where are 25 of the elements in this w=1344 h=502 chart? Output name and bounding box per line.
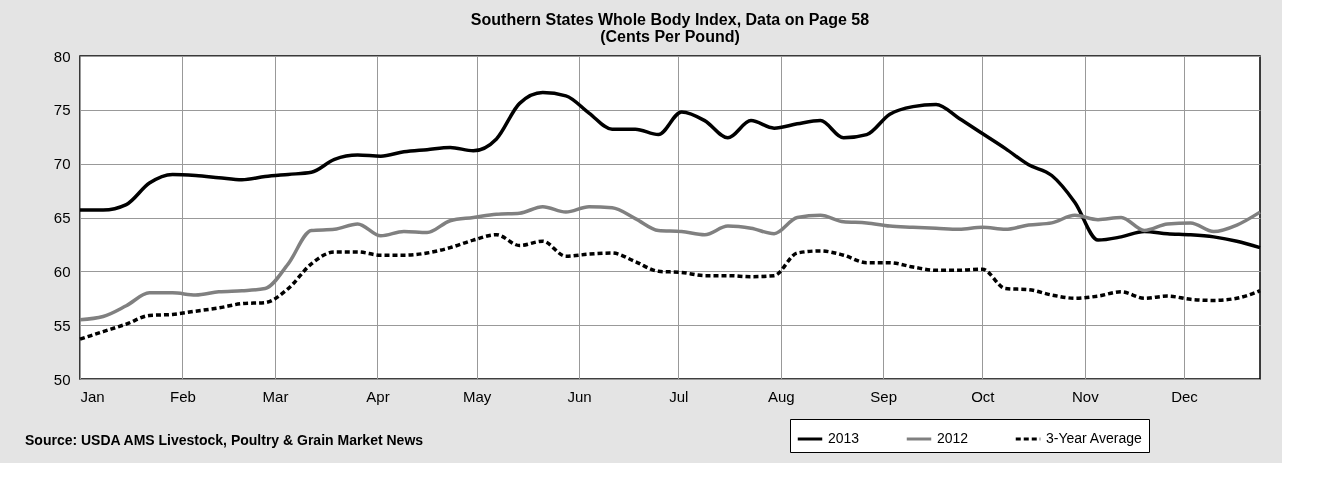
y-tick-label: 75 <box>53 101 71 119</box>
y-tick-label: 60 <box>53 262 71 280</box>
x-tick-label: Dec <box>1171 387 1199 405</box>
legend-label: 3-Year Average <box>1046 430 1142 446</box>
x-tick-label: Apr <box>366 387 390 405</box>
legend-label: 2012 <box>937 430 969 446</box>
chart-title: Southern States Whole Body Index, Data on Page 58 <box>470 11 870 28</box>
x-tick-label: Jul <box>669 387 689 405</box>
x-tick-label: Feb <box>170 387 196 405</box>
y-tick-label: 80 <box>53 47 71 65</box>
legend-label: 2013 <box>828 430 860 446</box>
y-tick-label: 50 <box>53 370 71 388</box>
x-tick-label: Sep <box>870 387 898 405</box>
y-tick-label: 55 <box>53 316 71 334</box>
x-tick-label: Oct <box>971 387 996 405</box>
x-tick-label: Mar <box>262 387 289 405</box>
x-tick-label: Aug <box>767 387 795 405</box>
x-tick-label: Jun <box>567 387 592 405</box>
source-note: Source: USDA AMS Livestock, Poultry & Grain Market News <box>25 432 424 448</box>
x-tick-label: Nov <box>1071 387 1100 405</box>
x-tick-label: May <box>462 387 492 405</box>
y-tick-label: 65 <box>53 209 71 226</box>
y-tick-label: 70 <box>53 155 71 173</box>
x-tick-label: Jan <box>80 387 105 405</box>
chart-subtitle: (Cents Per Pound) <box>600 28 740 45</box>
